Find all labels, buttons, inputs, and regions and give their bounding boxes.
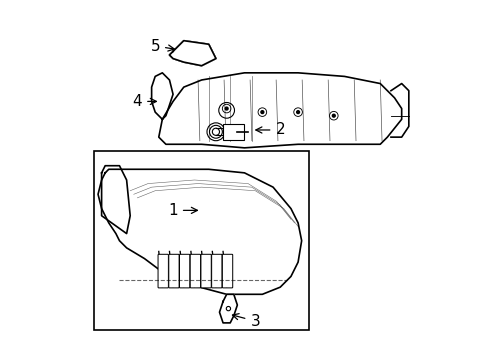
Circle shape: [332, 114, 335, 117]
Circle shape: [261, 111, 263, 113]
Text: 1: 1: [168, 203, 197, 218]
Polygon shape: [169, 41, 216, 66]
FancyBboxPatch shape: [158, 254, 168, 288]
Text: 2: 2: [255, 122, 285, 138]
Text: 3: 3: [232, 314, 260, 329]
Polygon shape: [102, 166, 130, 234]
Text: 5: 5: [150, 39, 174, 54]
FancyBboxPatch shape: [222, 254, 232, 288]
Polygon shape: [98, 169, 301, 294]
FancyBboxPatch shape: [201, 254, 211, 288]
FancyBboxPatch shape: [179, 254, 189, 288]
Text: 4: 4: [132, 94, 156, 109]
FancyBboxPatch shape: [211, 254, 222, 288]
FancyBboxPatch shape: [168, 254, 179, 288]
Circle shape: [225, 107, 227, 110]
FancyBboxPatch shape: [190, 254, 200, 288]
Bar: [94, 152, 308, 330]
Polygon shape: [219, 294, 237, 323]
Circle shape: [296, 111, 299, 113]
Bar: [223, 124, 244, 140]
